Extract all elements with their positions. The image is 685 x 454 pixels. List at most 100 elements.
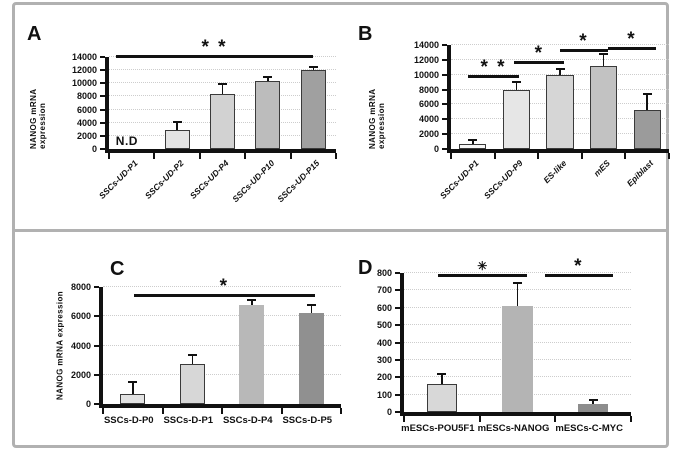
error-bar-line — [251, 300, 253, 306]
error-bar-line — [515, 82, 518, 91]
x-axis-tick — [280, 408, 283, 414]
panel-c-letter: C — [110, 258, 125, 280]
bar — [590, 65, 618, 149]
x-category-label: SSCs-D-P5 — [282, 415, 333, 426]
error-bar — [247, 298, 257, 306]
error-bar — [263, 76, 273, 82]
y-tick-label: 4000 — [76, 117, 97, 128]
y-tick-label: 14000 — [413, 40, 439, 50]
significance-line — [607, 47, 656, 51]
y-tick-label: 10000 — [413, 69, 439, 80]
error-bar-line — [646, 94, 648, 110]
x-axis-tick — [244, 153, 247, 159]
x-axis-tick — [108, 153, 110, 159]
error-bar — [588, 398, 598, 404]
bar — [210, 93, 235, 149]
bar — [120, 393, 146, 404]
y-axis-tick — [395, 376, 400, 379]
panel-b-letter: B — [358, 23, 373, 45]
bar — [633, 109, 661, 149]
y-axis-tick — [442, 103, 447, 106]
bar — [459, 144, 487, 149]
bar — [426, 384, 457, 412]
panel-d-letter: D — [358, 257, 373, 279]
x-category-label: ES-like — [540, 158, 569, 186]
y-axis-tick — [395, 358, 400, 361]
error-bar — [306, 304, 316, 314]
error-bar — [172, 121, 182, 130]
x-category-label: SSCs-UD-P9 — [481, 158, 525, 201]
y-axis-tick — [100, 148, 105, 150]
error-bar-line — [312, 67, 315, 71]
x-axis-tick — [198, 153, 201, 159]
bar — [502, 306, 533, 412]
y-tick-label: 500 — [376, 320, 392, 331]
y-tick-label: 8000 — [76, 91, 97, 102]
significance-stars: * — [574, 256, 584, 278]
y-tick-label: 100 — [376, 389, 392, 400]
error-bar-line — [176, 123, 178, 130]
bar — [300, 70, 326, 149]
error-bar-line — [602, 55, 605, 66]
x-axis-tick — [630, 416, 632, 422]
y-tick-label: 8000 — [70, 282, 91, 292]
y-tick-label: 800 — [376, 268, 392, 278]
significance-stars: * * — [480, 57, 507, 79]
significance-line — [544, 274, 613, 278]
y-tick-label: 6000 — [76, 104, 97, 115]
y-tick-label: 0 — [386, 407, 392, 417]
bar — [578, 403, 609, 412]
y-axis-tick — [100, 121, 105, 124]
y-axis-tick — [395, 411, 400, 413]
bar — [164, 129, 190, 149]
y-axis-tick — [94, 403, 99, 405]
y-tick-label: 4000 — [418, 114, 439, 125]
error-bar — [128, 380, 138, 394]
error-bar-line — [132, 382, 134, 394]
gridline — [109, 82, 336, 84]
x-axis-tick — [668, 153, 670, 159]
panel-b-y-axis-title: NANOG mRNA expression — [368, 88, 386, 149]
error-bar-line — [267, 78, 269, 82]
plot-area: N.D * * — [100, 38, 337, 159]
y-axis-tick — [94, 315, 99, 318]
y-axis-tick — [100, 69, 105, 72]
gridline — [103, 286, 341, 287]
y-tick-label: 400 — [376, 337, 392, 348]
significance-stars: * — [534, 42, 544, 64]
x-axis-tick — [221, 408, 223, 414]
y-axis-tick — [395, 393, 400, 396]
panel-a-y-axis-title: NANOG mRNA expression — [29, 88, 47, 149]
y-tick-label: 10000 — [71, 78, 97, 89]
error-bar-line — [472, 140, 474, 145]
significance-line — [133, 293, 315, 297]
panel-a-letter: A — [27, 23, 42, 45]
x-category-label: SSCs-UD-P15 — [275, 158, 322, 205]
y-tick-label: 0 — [91, 144, 97, 154]
x-axis-tick — [537, 153, 540, 159]
y-axis-tick — [442, 73, 447, 76]
panel-c: C NANOG mRNA expression * 0 2000 4000 6000 80… — [15, 232, 342, 444]
error-bar-line — [310, 306, 312, 314]
y-tick-label: 12000 — [413, 54, 439, 65]
x-category-label: SSCs-UD-P10 — [229, 158, 276, 205]
error-bar-line — [441, 374, 443, 385]
figure-frame: A NANOG mRNA expression N.D * * 0 2000 4000 6… — [12, 2, 670, 448]
x-axis-tick — [403, 416, 405, 422]
panel-a: A NANOG mRNA expression N.D * * 0 2000 4000 6… — [15, 5, 340, 229]
y-tick-label: 8000 — [418, 84, 439, 95]
gridline — [109, 69, 336, 71]
y-axis-tick — [94, 286, 99, 288]
x-axis-tick — [161, 408, 164, 414]
panel-d: D ✳ * 0 100 200 300 400 500 600 700 800 mESCs-POU5F… — [340, 232, 666, 444]
x-axis-tick — [624, 153, 627, 159]
error-bar — [599, 53, 609, 66]
error-bar — [187, 354, 197, 364]
x-category-label: mESCs-C-MYC — [555, 423, 623, 434]
y-tick-label: 2000 — [76, 130, 97, 141]
error-bar — [642, 92, 652, 110]
x-axis-tick — [153, 153, 156, 159]
gridline — [103, 315, 341, 317]
y-axis-tick — [395, 272, 400, 274]
y-axis-tick — [395, 324, 400, 327]
